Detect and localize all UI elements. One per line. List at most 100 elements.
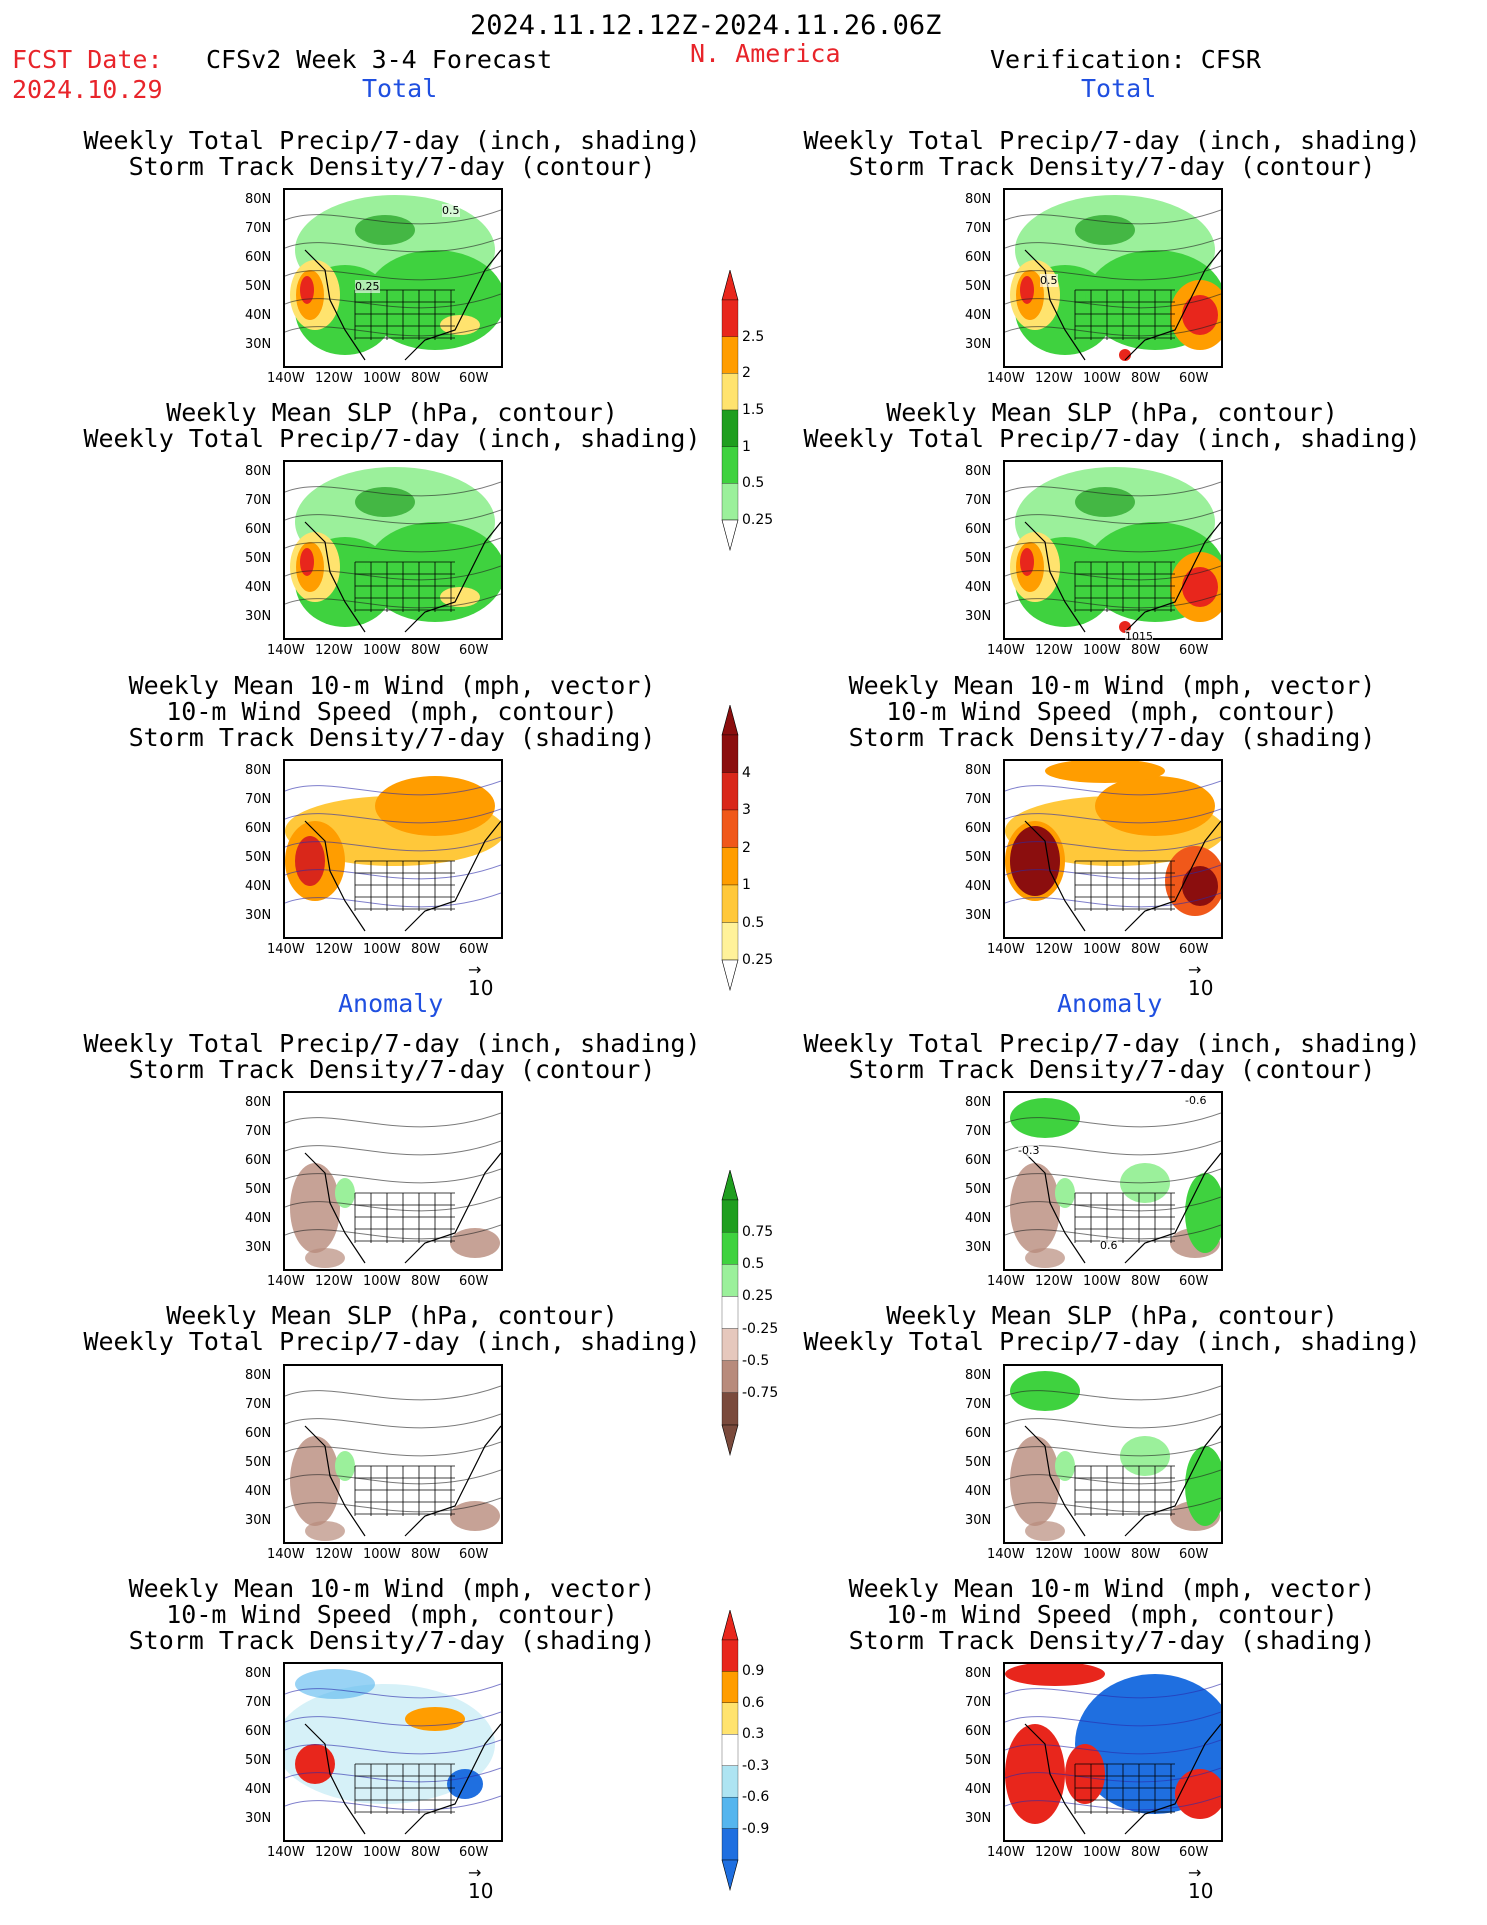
lon-tick-label: 60W <box>1179 643 1209 658</box>
lon-tick-label: 120W <box>1035 1547 1073 1562</box>
colorbar-label: 0.25 <box>742 1288 774 1305</box>
lon-tick-label: 60W <box>1179 1547 1209 1562</box>
panel-title-line: Storm Track Density/7-day (contour) <box>128 1055 656 1084</box>
lon-tick-label: 60W <box>459 1274 489 1289</box>
fcst-date-label: FCST Date: <box>12 45 163 74</box>
lat-tick-label: 70N <box>965 792 992 807</box>
colorbar <box>718 703 742 996</box>
vector-reference: → 10 <box>468 1865 493 1904</box>
forecast-map <box>283 188 503 368</box>
panel-title: Weekly Mean SLP (hPa, contour) Weekly Tot… <box>792 1303 1432 1355</box>
lon-tick-label: 60W <box>1179 1274 1209 1289</box>
panel-title-line: Weekly Mean SLP (hPa, contour) <box>166 398 618 427</box>
lat-tick-label: 30N <box>965 1811 992 1826</box>
panel-title-line: Weekly Mean SLP (hPa, contour) <box>166 1301 618 1330</box>
panel-title-line: 10-m Wind Speed (mph, contour) <box>166 697 618 726</box>
vector-arrow-icon: → <box>1188 1863 1202 1882</box>
panel-title-line: Weekly Total Precip/7-day (inch, shading… <box>83 126 701 155</box>
lat-tick-label: 70N <box>965 493 992 508</box>
vector-reference-value: 10 <box>468 976 494 1000</box>
lon-tick-label: 80W <box>411 643 441 658</box>
panel-title: Weekly Mean SLP (hPa, contour) Weekly Tot… <box>72 1303 712 1355</box>
lat-tick-label: 80N <box>965 1368 992 1383</box>
contour-label: 0.6 <box>1100 1239 1118 1252</box>
panel-title: Weekly Mean SLP (hPa, contour) Weekly Tot… <box>72 400 712 452</box>
contour-label: -0.3 <box>1018 1144 1040 1157</box>
contour-label: 0.5 <box>442 204 460 217</box>
lon-tick-label: 120W <box>315 1274 353 1289</box>
lat-tick-label: 80N <box>245 464 272 479</box>
lon-tick-label: 140W <box>987 1274 1025 1289</box>
lon-tick-label: 60W <box>459 1547 489 1562</box>
lat-tick-label: 60N <box>245 250 272 265</box>
lat-tick-label: 50N <box>245 1455 272 1470</box>
panel-title-line: Storm Track Density/7-day (contour) <box>128 152 656 181</box>
colorbar-label: 0.5 <box>742 914 765 931</box>
lat-tick-label: 80N <box>245 1368 272 1383</box>
lon-tick-label: 80W <box>411 371 441 386</box>
colorbar-label: -0.9 <box>742 1820 770 1837</box>
lat-tick-label: 70N <box>965 1695 992 1710</box>
lat-tick-label: 50N <box>245 279 272 294</box>
lon-tick-label: 80W <box>1131 1845 1161 1860</box>
lon-tick-label: 60W <box>1179 942 1209 957</box>
lat-tick-label: 30N <box>245 609 272 624</box>
vector-reference-value: 10 <box>1188 976 1214 1000</box>
lon-tick-label: 120W <box>315 371 353 386</box>
lat-tick-label: 60N <box>965 1426 992 1441</box>
lon-tick-label: 100W <box>1083 1547 1121 1562</box>
lat-tick-label: 50N <box>245 1753 272 1768</box>
lat-tick-label: 80N <box>245 1666 272 1681</box>
panel-title-line: Weekly Mean 10-m Wind (mph, vector) <box>128 671 656 700</box>
colorbar-label: -0.6 <box>742 1789 770 1806</box>
contour-label: 0.5 <box>1040 274 1058 287</box>
lat-tick-label: 50N <box>965 1455 992 1470</box>
colorbar-label: 2.5 <box>742 328 765 345</box>
lat-tick-label: 30N <box>965 337 992 352</box>
colorbar-label: -0.3 <box>742 1757 770 1774</box>
lat-tick-label: 40N <box>965 1782 992 1797</box>
lon-tick-label: 100W <box>363 1547 401 1562</box>
panel-title: Weekly Mean SLP (hPa, contour) Weekly Tot… <box>792 400 1432 452</box>
panel-title-line: Weekly Mean 10-m Wind (mph, vector) <box>848 1574 1376 1603</box>
forecast-map <box>1003 188 1223 368</box>
colorbar-label: 2 <box>742 839 751 856</box>
contour-label: 1015 <box>1125 630 1153 643</box>
lon-tick-label: 140W <box>267 643 305 658</box>
panel-title-line: Weekly Total Precip/7-day (inch, shading… <box>83 1029 701 1058</box>
colorbar-label: 1 <box>742 438 751 455</box>
lon-tick-label: 100W <box>1083 1274 1121 1289</box>
contour-label: -0.6 <box>1185 1094 1207 1107</box>
verification-title: Verification: CFSR <box>990 45 1261 74</box>
panel-title-line: Weekly Total Precip/7-day (inch, shading… <box>83 1327 701 1356</box>
lon-tick-label: 120W <box>315 1845 353 1860</box>
colorbar-label: 3 <box>742 802 751 818</box>
colorbar-label: 0.25 <box>742 952 774 968</box>
lat-tick-label: 70N <box>965 1397 992 1412</box>
lat-tick-label: 80N <box>245 763 272 778</box>
colorbar-label: 0.9 <box>742 1663 765 1680</box>
panel-title-line: Weekly Mean 10-m Wind (mph, vector) <box>848 671 1376 700</box>
lat-tick-label: 70N <box>965 1124 992 1139</box>
lat-tick-label: 60N <box>245 1724 272 1739</box>
lon-tick-label: 60W <box>1179 371 1209 386</box>
lat-tick-label: 60N <box>245 522 272 537</box>
colorbar-label: 0.5 <box>742 1256 765 1273</box>
panel-title-line: Storm Track Density/7-day (shading) <box>128 723 656 752</box>
colorbar-label: -0.5 <box>742 1352 770 1369</box>
total-right-label: Total <box>1081 74 1157 103</box>
vector-arrow-icon: → <box>468 960 482 979</box>
panel-title-line: 10-m Wind Speed (mph, contour) <box>886 697 1338 726</box>
panel-title-line: Storm Track Density/7-day (contour) <box>848 152 1376 181</box>
vector-arrow-icon: → <box>1188 960 1202 979</box>
colorbar-label: 0.5 <box>742 475 765 492</box>
lat-tick-label: 40N <box>245 1782 272 1797</box>
lat-tick-label: 30N <box>965 908 992 923</box>
total-left-label: Total <box>362 74 438 103</box>
lat-tick-label: 60N <box>245 821 272 836</box>
lon-tick-label: 120W <box>315 1547 353 1562</box>
lat-tick-label: 30N <box>965 1240 992 1255</box>
panel-title: Weekly Mean 10-m Wind (mph, vector) 10-m … <box>72 1576 712 1654</box>
lon-tick-label: 80W <box>411 1547 441 1562</box>
lat-tick-label: 70N <box>245 1397 272 1412</box>
